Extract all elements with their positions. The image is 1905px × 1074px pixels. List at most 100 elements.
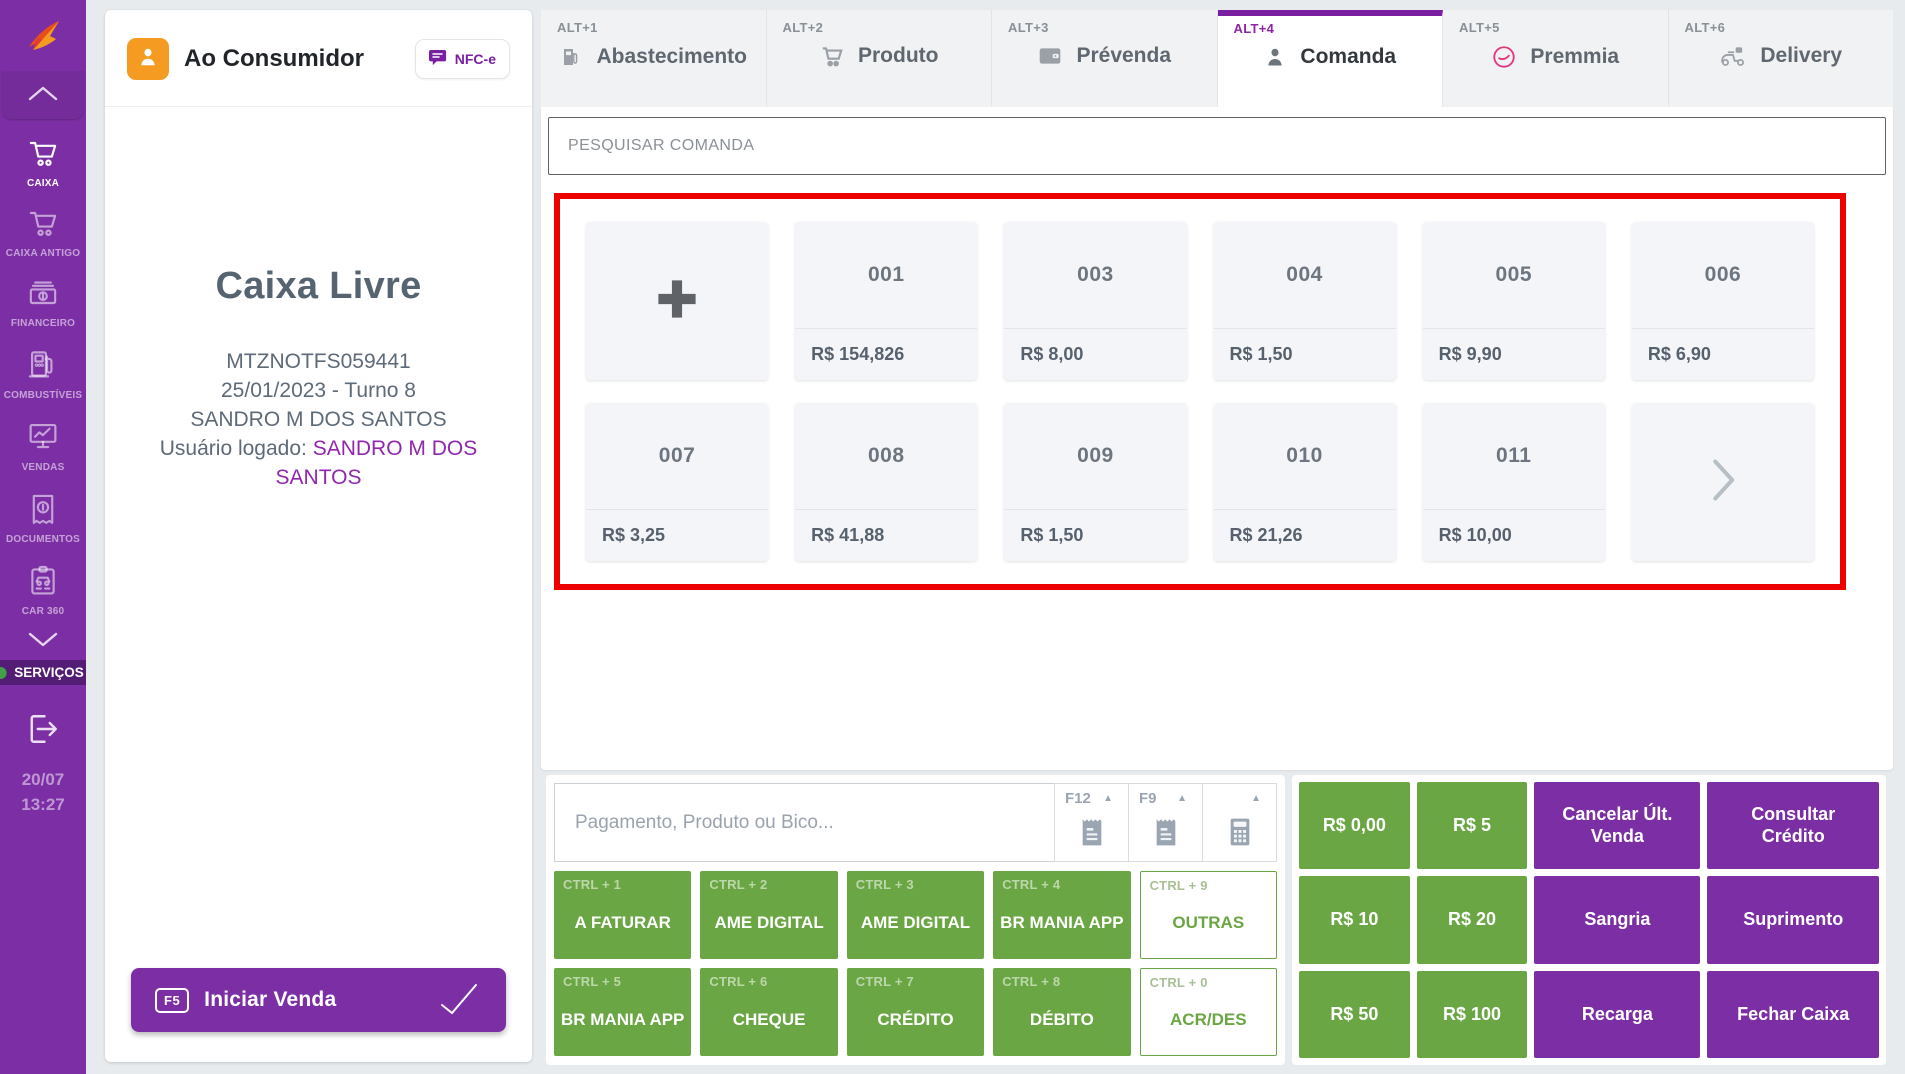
sidebar-item-label: FINANCEIRO <box>10 318 76 329</box>
comanda-search-input[interactable] <box>549 137 1885 155</box>
payment-method-ame-digital[interactable]: CTRL + 2 AME DIGITAL <box>700 871 838 959</box>
payment-method-cheque[interactable]: CTRL + 6 CHEQUE <box>700 968 838 1056</box>
tab-label: Comanda <box>1300 45 1397 68</box>
f5-key-chip: F5 <box>155 987 190 1013</box>
fuel-pump-icon <box>559 44 583 70</box>
nfce-icon <box>428 49 447 69</box>
quick-cash-10[interactable]: R$ 10 <box>1299 876 1410 964</box>
next-page-button[interactable] <box>1631 403 1814 561</box>
fuel-pump-icon <box>25 348 61 385</box>
sidebar-item-caixa-antigo[interactable]: CAIXA ANTIGO <box>0 208 86 259</box>
cancel-last-sale-button[interactable]: Cancelar Últ. Venda <box>1534 782 1701 870</box>
sidebar-item-financeiro[interactable]: FINANCEIRO <box>0 278 86 329</box>
tab-premmia[interactable]: ALT+5 Premmia <box>1443 10 1669 107</box>
payment-method-acr-des[interactable]: CTRL + 0 ACR/DES <box>1139 968 1277 1056</box>
recarga-button[interactable]: Recarga <box>1534 970 1701 1058</box>
current-date: 20/07 <box>21 770 65 789</box>
sidebar-item-vendas[interactable]: VENDAS <box>0 420 86 473</box>
comanda-value: R$ 21,26 <box>1229 525 1303 545</box>
payment-panel: F12 ▲ F9 ▲ ▲ CTRL + 1 A FATURAR CTRL + 2 <box>546 775 1285 1065</box>
comanda-card[interactable]: 005 R$ 9,90 <box>1422 222 1605 380</box>
sidebar-item-combustiveis[interactable]: COMBUSTÍVEIS <box>0 348 86 401</box>
calculator-icon <box>1227 816 1253 853</box>
chevron-right-icon <box>1706 457 1740 508</box>
sidebar-collapse-button[interactable] <box>2 71 84 119</box>
comanda-search <box>548 117 1886 175</box>
payment-method-ame-digital-2[interactable]: CTRL + 3 AME DIGITAL <box>846 871 985 959</box>
suprimento-button[interactable]: Suprimento <box>1707 876 1879 964</box>
f12-button[interactable]: F12 ▲ <box>1054 783 1129 862</box>
payment-method-a-faturar[interactable]: CTRL + 1 A FATURAR <box>554 871 692 959</box>
current-time: 13:27 <box>21 794 65 814</box>
comanda-card[interactable]: 009 R$ 1,50 <box>1004 403 1187 561</box>
comanda-card[interactable]: 004 R$ 1,50 <box>1213 222 1396 380</box>
comanda-card[interactable]: 007 R$ 3,25 <box>586 403 769 561</box>
comanda-number: 003 <box>1077 263 1114 286</box>
comanda-value: R$ 1,50 <box>1229 344 1293 364</box>
consumer-badge <box>127 38 169 80</box>
tab-delivery[interactable]: ALT+6 Delivery <box>1668 10 1893 107</box>
quick-cash-20[interactable]: R$ 20 <box>1416 876 1528 964</box>
payment-method-debito[interactable]: CTRL + 8 DÉBITO <box>993 968 1131 1056</box>
nfce-label: NFC-e <box>454 51 496 67</box>
sidebar-item-label: CAIXA <box>26 178 60 189</box>
comanda-card[interactable]: 006 R$ 6,90 <box>1631 222 1814 380</box>
start-sale-label: Iniciar Venda <box>204 988 337 1011</box>
quick-cash-50[interactable]: R$ 50 <box>1299 970 1410 1058</box>
person-icon <box>136 45 160 74</box>
comanda-card[interactable]: 010 R$ 21,26 <box>1213 403 1396 561</box>
start-sale-button[interactable]: F5 Iniciar Venda <box>131 968 506 1032</box>
sidebar-item-car-360[interactable]: CAR 360 <box>0 564 86 617</box>
receipt-icon <box>1152 816 1180 853</box>
consult-credit-button[interactable]: Consultar Crédito <box>1707 782 1879 870</box>
sangria-button[interactable]: Sangria <box>1534 876 1701 964</box>
f9-button[interactable]: F9 ▲ <box>1128 783 1203 862</box>
brand-logo <box>20 12 66 63</box>
sale-panel-header: Ao Consumidor NFC-e <box>105 10 532 106</box>
tab-label: Abastecimento <box>596 45 748 68</box>
payment-method-br-mania-app[interactable]: CTRL + 4 BR MANIA APP <box>993 871 1131 959</box>
tab-produto[interactable]: ALT+2 Produto <box>766 10 992 107</box>
payment-methods-grid: CTRL + 1 A FATURAR CTRL + 2 AME DIGITAL … <box>554 871 1277 1056</box>
comanda-card[interactable]: 011 R$ 10,00 <box>1422 403 1605 561</box>
comanda-card[interactable]: 008 R$ 41,88 <box>795 403 978 561</box>
arrow-up-icon: ▲ <box>1177 793 1187 804</box>
quick-cash-0[interactable]: R$ 0,00 <box>1299 782 1410 870</box>
quick-cash-100[interactable]: R$ 100 <box>1416 970 1528 1058</box>
chart-monitor-icon <box>25 420 61 457</box>
sidebar-item-servicos[interactable]: SERVIÇOS <box>0 660 86 685</box>
sidebar-item-label: DOCUMENTOS <box>5 534 81 545</box>
logged-user-line: Usuário logado: SANDRO M DOS SANTOS <box>159 436 478 489</box>
comanda-value: R$ 41,88 <box>811 525 885 545</box>
comanda-card[interactable]: 003 R$ 8,00 <box>1004 222 1187 380</box>
tab-prevenda[interactable]: ALT+3 Prévenda <box>992 10 1218 107</box>
premmia-icon <box>1491 44 1517 70</box>
close-cash-button[interactable]: Fechar Caixa <box>1707 970 1879 1058</box>
calculator-button[interactable]: ▲ <box>1202 783 1277 862</box>
sidebar-item-label: CAR 360 <box>21 606 65 617</box>
quick-cash-5[interactable]: R$ 5 <box>1416 782 1528 870</box>
nfce-badge[interactable]: NFC-e <box>414 39 510 79</box>
comanda-value: R$ 8,00 <box>1020 344 1084 364</box>
car-clipboard-icon <box>26 564 60 601</box>
tab-abastecimento[interactable]: ALT+1 Abastecimento <box>541 10 767 107</box>
sidebar: CAIXA CAIXA ANTIGO FINANCEIRO COMBUSTÍVE… <box>0 0 86 1074</box>
payment-method-outras[interactable]: CTRL + 9 OUTRAS <box>1139 871 1277 959</box>
receipt-icon <box>1078 816 1106 853</box>
sale-panel: Ao Consumidor NFC-e Caixa Livre MTZNOTFS… <box>105 10 532 1062</box>
sidebar-item-caixa[interactable]: CAIXA <box>0 138 86 189</box>
payment-method-credito[interactable]: CTRL + 7 CRÉDITO <box>846 968 985 1056</box>
tab-comanda[interactable]: ALT+4 Comanda <box>1217 10 1443 107</box>
payment-search-input[interactable] <box>554 783 1055 862</box>
sidebar-item-documentos[interactable]: DOCUMENTOS <box>0 492 86 545</box>
comanda-card[interactable]: 001 R$ 154,826 <box>795 222 978 380</box>
servicos-label: SERVIÇOS <box>14 665 84 680</box>
payment-method-br-mania-app-2[interactable]: CTRL + 5 BR MANIA APP <box>554 968 692 1056</box>
tab-label: Premmia <box>1530 45 1620 68</box>
mode-tabbar: ALT+1 Abastecimento ALT+2 Produto ALT+3 … <box>541 10 1893 107</box>
comanda-value: R$ 3,25 <box>602 525 666 545</box>
add-comanda-button[interactable] <box>586 222 769 380</box>
plus-icon <box>655 277 699 326</box>
sidebar-expand-button[interactable] <box>26 631 60 654</box>
logout-button[interactable] <box>23 711 63 752</box>
